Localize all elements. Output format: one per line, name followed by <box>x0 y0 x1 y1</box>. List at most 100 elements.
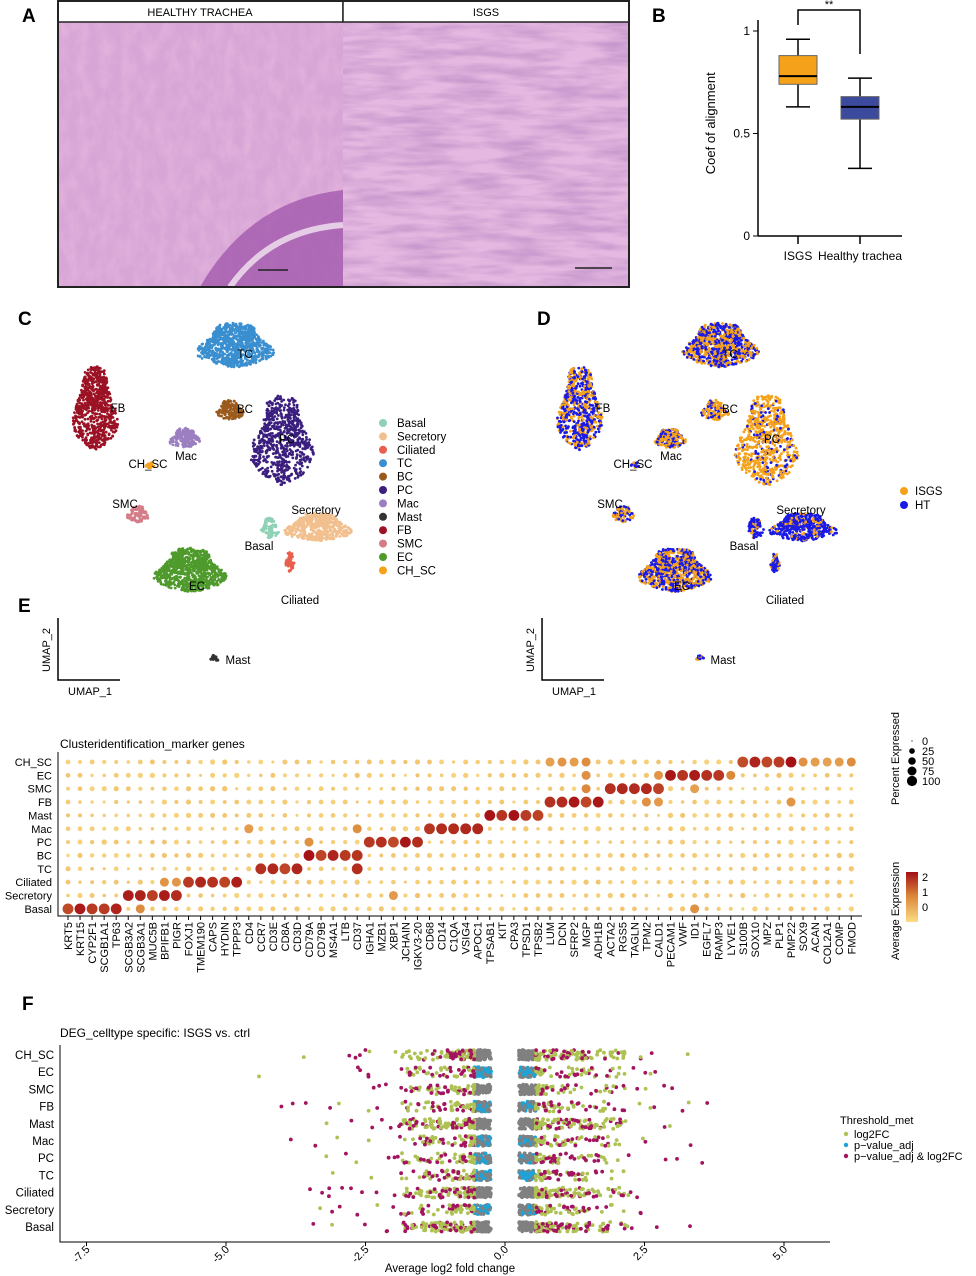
umap-point <box>757 518 760 522</box>
umap-point <box>293 477 297 480</box>
umap-point <box>101 442 105 446</box>
umap-point <box>255 448 259 452</box>
umap-point <box>214 576 217 579</box>
umap-point <box>179 575 182 579</box>
umap-point <box>211 338 215 342</box>
umap-point <box>273 435 277 439</box>
umap-point <box>258 359 261 363</box>
umap-point <box>199 568 202 571</box>
umap-point <box>296 534 299 538</box>
umap-point <box>831 533 835 537</box>
umap-point <box>769 531 773 535</box>
umap-point <box>162 583 166 587</box>
umap-point <box>214 338 218 342</box>
umap-point <box>260 450 264 454</box>
umap-cluster-label: PC <box>279 434 295 446</box>
umap-point <box>206 575 209 579</box>
umap-point <box>258 344 261 347</box>
umap-point <box>248 336 252 339</box>
umap-point <box>267 446 271 450</box>
umap-point <box>795 527 799 531</box>
umap-point <box>90 371 93 375</box>
umap-clusters: BasalSecretoryCiliatedTCBCPCMacMastFBSMC… <box>41 321 353 698</box>
umap-point <box>191 549 195 553</box>
umap-point <box>171 443 175 447</box>
umap-point <box>250 325 254 329</box>
umap-point <box>237 360 241 364</box>
umap-point <box>822 530 826 533</box>
umap-point <box>181 433 184 436</box>
umap-point <box>207 572 211 576</box>
umap-point <box>83 440 87 444</box>
umap-point <box>226 334 230 338</box>
umap-point <box>778 522 782 526</box>
umap-point <box>185 586 189 590</box>
umap-point <box>807 520 810 524</box>
umap-point <box>296 448 300 452</box>
umap-point <box>336 524 339 528</box>
umap-ylabel: UMAP_2 <box>41 628 53 672</box>
umap-point <box>278 396 282 400</box>
umap-point <box>204 564 207 568</box>
umap-point <box>282 430 286 434</box>
umap-point <box>328 529 332 533</box>
umap-point <box>255 347 259 351</box>
umap-point <box>199 561 203 565</box>
umap-point <box>217 573 221 577</box>
umap-point <box>227 364 231 368</box>
umap-point <box>203 556 206 560</box>
umap-point <box>253 450 256 453</box>
umap-point <box>322 533 326 536</box>
umap-point <box>318 536 321 540</box>
umap-point <box>264 351 268 355</box>
umap-point <box>242 327 246 331</box>
umap-point <box>270 406 274 410</box>
umap-point <box>298 467 302 471</box>
umap-point <box>93 371 97 375</box>
umap-point <box>92 416 96 420</box>
umap-point <box>224 574 228 578</box>
umap-point <box>226 405 230 409</box>
umap-point <box>185 564 189 568</box>
umap-point <box>157 573 160 577</box>
umap-point <box>308 438 311 441</box>
umap-point <box>303 440 307 443</box>
umap-point <box>294 529 297 533</box>
umap-point <box>253 334 256 338</box>
umap-point <box>296 441 300 445</box>
umap-point <box>106 412 109 415</box>
umap-point <box>802 525 806 528</box>
umap-point <box>257 340 261 344</box>
umap-point <box>315 525 319 528</box>
umap-point <box>285 527 289 530</box>
umap-point <box>233 324 237 328</box>
umap-point <box>180 586 184 589</box>
umap-point <box>296 438 300 442</box>
umap-point <box>347 527 351 531</box>
umap-point <box>289 449 293 453</box>
umap-point <box>85 408 88 412</box>
umap-point <box>322 536 325 540</box>
histology-title-isgs: ISGS <box>473 7 499 19</box>
umap-point <box>105 391 109 395</box>
umap-point <box>290 535 294 538</box>
umap-point <box>305 513 309 516</box>
umap-point <box>160 566 164 570</box>
umap-point <box>783 533 787 537</box>
y-tick-label: 0 <box>743 229 750 243</box>
umap-point <box>206 352 210 355</box>
umap-point <box>288 413 292 416</box>
umap-point <box>266 347 270 350</box>
umap-point <box>325 514 329 518</box>
umap-point <box>264 342 267 346</box>
umap-point <box>169 581 173 585</box>
umap-point <box>224 416 227 420</box>
umap-point <box>802 528 806 531</box>
umap-point <box>810 526 813 530</box>
umap-point <box>73 419 77 423</box>
umap-point <box>170 552 174 556</box>
umap-point <box>758 533 762 536</box>
umap-point <box>297 429 301 432</box>
umap-point <box>230 402 234 406</box>
umap-cluster-basal <box>259 516 280 540</box>
